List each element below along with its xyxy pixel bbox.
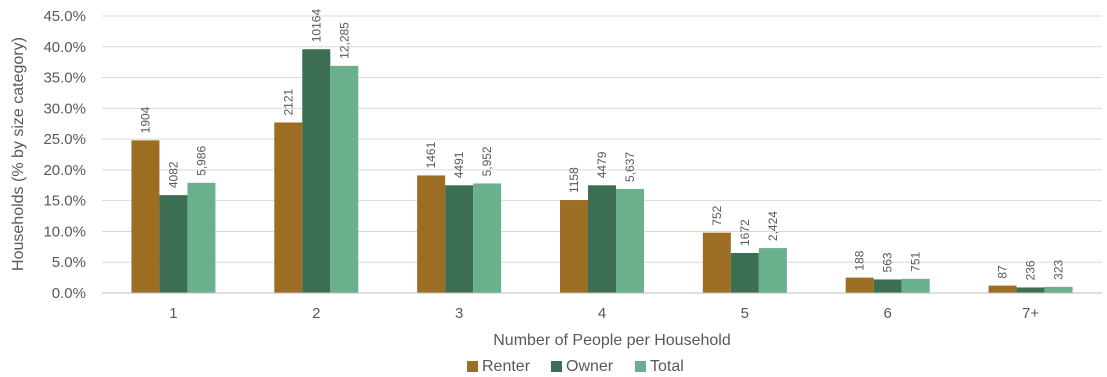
data-label: 5,637	[623, 152, 637, 182]
y-tick-label: 5.0%	[52, 254, 86, 271]
y-tick-label: 10.0%	[43, 223, 86, 240]
y-axis-title: Households (% by size category)	[10, 37, 27, 271]
data-label: 1158	[567, 167, 581, 193]
y-tick-label: 20.0%	[43, 162, 86, 179]
data-label: 10164	[309, 9, 323, 43]
bar-renter	[560, 200, 588, 293]
bar-renter	[417, 175, 446, 293]
data-label: 236	[1024, 260, 1038, 280]
legend-label-renter: Renter	[482, 358, 531, 375]
data-label: 4479	[595, 151, 609, 178]
x-axis-ticks: 1 2 3 4 5 6 7+	[169, 305, 1039, 322]
y-tick-label: 45.0%	[43, 8, 86, 25]
data-label: 2,424	[766, 211, 780, 241]
data-label: 188	[853, 250, 867, 270]
bar-total	[901, 278, 930, 293]
legend: Renter Owner Total	[467, 358, 684, 375]
x-tick-label: 7+	[1022, 305, 1039, 322]
x-tick-label: 3	[455, 305, 463, 322]
bar-total	[758, 248, 787, 293]
bar-total	[616, 188, 644, 293]
legend-label-total: Total	[650, 358, 684, 375]
legend-swatch-renter	[467, 361, 478, 372]
bar-owner	[445, 185, 474, 293]
bar-owner	[159, 195, 188, 293]
data-label: 751	[909, 251, 923, 271]
x-tick-label: 6	[884, 305, 892, 322]
data-label: 2121	[281, 88, 295, 115]
bar-renter	[845, 277, 874, 293]
bars	[131, 49, 1073, 293]
bar-renter	[988, 285, 1017, 293]
bar-renter	[131, 140, 160, 293]
bar-owner	[302, 49, 331, 293]
data-label: 87	[996, 265, 1010, 279]
y-tick-label: 35.0%	[43, 70, 86, 87]
data-label: 4082	[166, 161, 180, 188]
bar-total	[330, 65, 359, 293]
data-label: 4491	[452, 151, 466, 178]
data-label: 12,285	[337, 22, 351, 59]
y-tick-label: 15.0%	[43, 193, 86, 210]
data-label: 1904	[138, 106, 152, 133]
y-tick-label: 30.0%	[43, 100, 86, 117]
y-tick-label: 25.0%	[43, 131, 86, 148]
x-axis-title: Number of People per Household	[493, 332, 730, 349]
bar-total	[1044, 286, 1073, 293]
gridlines	[102, 15, 1102, 263]
data-label: 5,952	[480, 146, 494, 176]
bar-owner	[873, 279, 902, 293]
bar-owner	[730, 252, 759, 293]
legend-swatch-owner	[551, 361, 562, 372]
data-label: 752	[710, 205, 724, 225]
x-tick-label: 2	[312, 305, 320, 322]
x-tick-label: 5	[741, 305, 749, 322]
data-label: 1672	[738, 219, 752, 246]
bar-total	[473, 183, 502, 293]
bar-renter	[274, 122, 303, 293]
legend-label-owner: Owner	[566, 358, 614, 375]
x-tick-label: 1	[169, 305, 177, 322]
y-axis-ticks: 0.0% 5.0% 10.0% 15.0% 20.0% 25.0% 30.0% 35.0% 40…	[43, 8, 86, 302]
data-label: 563	[881, 252, 895, 272]
data-label: 323	[1052, 259, 1066, 279]
bar-owner	[1016, 287, 1045, 293]
y-tick-label: 40.0%	[43, 39, 86, 56]
bar-renter	[702, 232, 731, 293]
bar-total	[187, 182, 216, 293]
data-label: 5,986	[194, 145, 208, 175]
x-tick-label: 4	[598, 305, 606, 322]
legend-swatch-total	[635, 361, 646, 372]
bar-owner	[588, 185, 616, 293]
y-tick-label: 0.0%	[52, 285, 86, 302]
data-label: 1461	[424, 141, 438, 168]
data-labels: 1904 4082 5,986 2121 10164 12,285 1461 4491 5,95…	[138, 9, 1065, 281]
